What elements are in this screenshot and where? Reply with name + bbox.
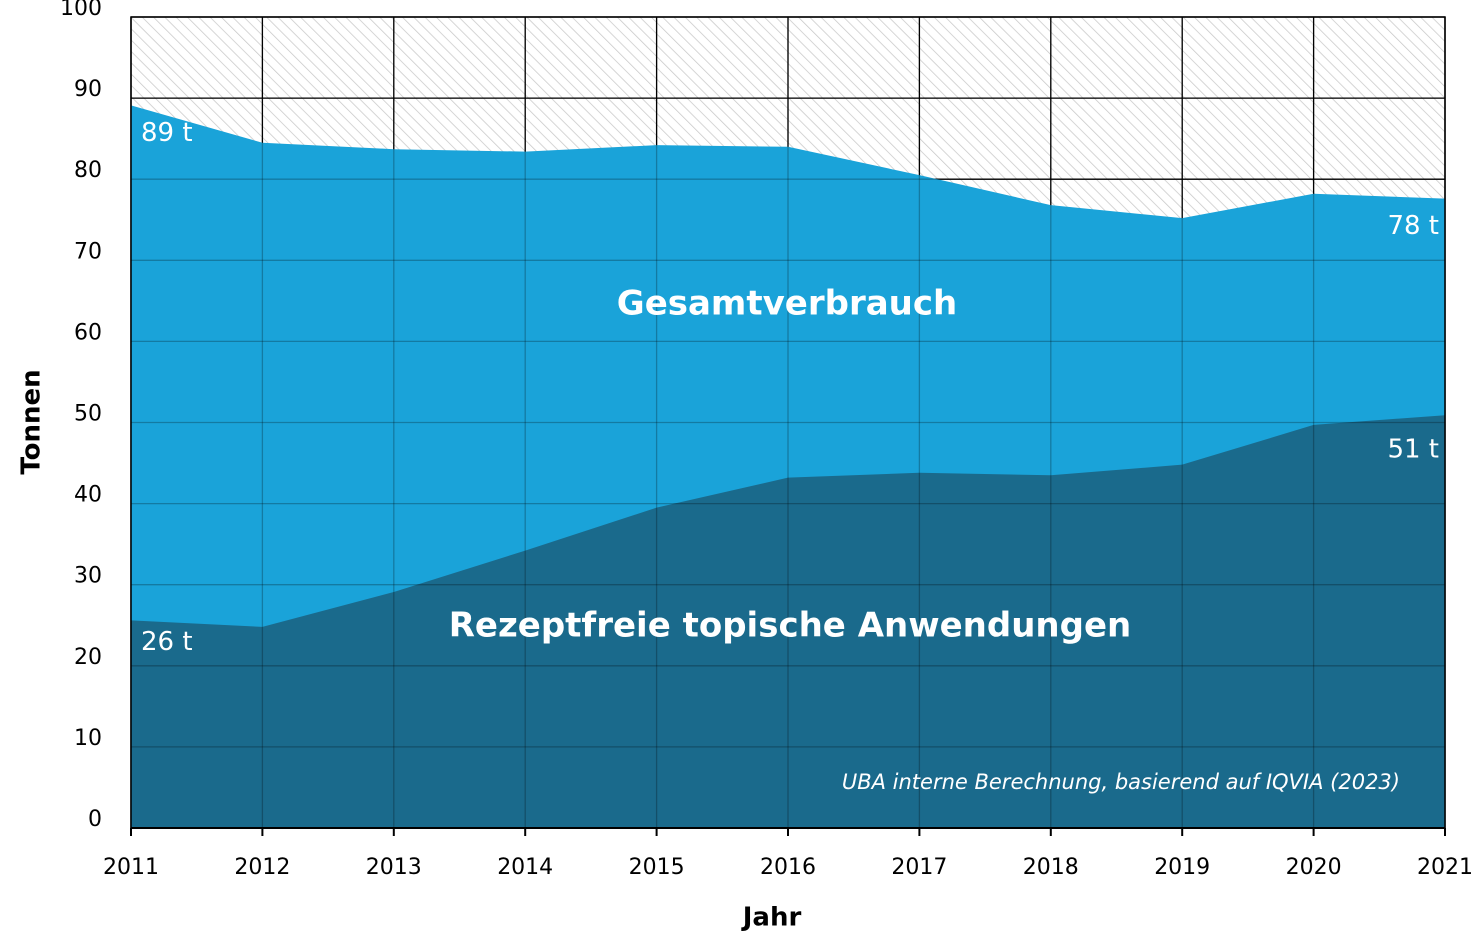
- series-label: Rezeptfreie topische Anwendungen: [449, 606, 1132, 646]
- y-tick-label: 60: [74, 320, 102, 345]
- series-label: Gesamtverbrauch: [617, 284, 957, 324]
- x-tick-label: 2017: [891, 855, 947, 880]
- value-label: 51 t: [1387, 435, 1439, 465]
- x-tick-label: 2013: [366, 855, 422, 880]
- y-tick-label: 40: [74, 483, 102, 508]
- y-axis-title: Tonnen: [17, 369, 47, 474]
- x-tick-label: 2019: [1154, 855, 1210, 880]
- y-tick-label: 70: [74, 239, 102, 264]
- y-tick-label: 80: [74, 158, 102, 183]
- x-tick-label: 2014: [497, 855, 553, 880]
- x-tick-label: 2011: [103, 855, 159, 880]
- x-tick-label: 2012: [234, 855, 290, 880]
- y-tick-label: 20: [74, 645, 102, 670]
- x-tick-label: 2020: [1286, 855, 1342, 880]
- annotation: UBA interne Berechnung, basierend auf IQ…: [842, 770, 1400, 794]
- y-tick-label: 30: [74, 564, 102, 589]
- value-label: 89 t: [141, 118, 193, 148]
- x-tick-label: 2016: [760, 855, 816, 880]
- value-label: 26 t: [141, 627, 193, 657]
- y-tick-label: 90: [74, 77, 102, 102]
- x-tick-label: 2015: [629, 855, 685, 880]
- y-tick-label: 0: [88, 807, 102, 832]
- value-label: 78 t: [1387, 211, 1439, 241]
- y-tick-label: 10: [74, 726, 102, 751]
- x-axis-title: Jahr: [741, 903, 802, 933]
- y-tick-label: 100: [60, 0, 102, 21]
- x-tick-label: 2018: [1023, 855, 1079, 880]
- x-tick-label: 2021: [1417, 855, 1473, 880]
- area: [131, 415, 1445, 828]
- y-tick-label: 50: [74, 402, 102, 427]
